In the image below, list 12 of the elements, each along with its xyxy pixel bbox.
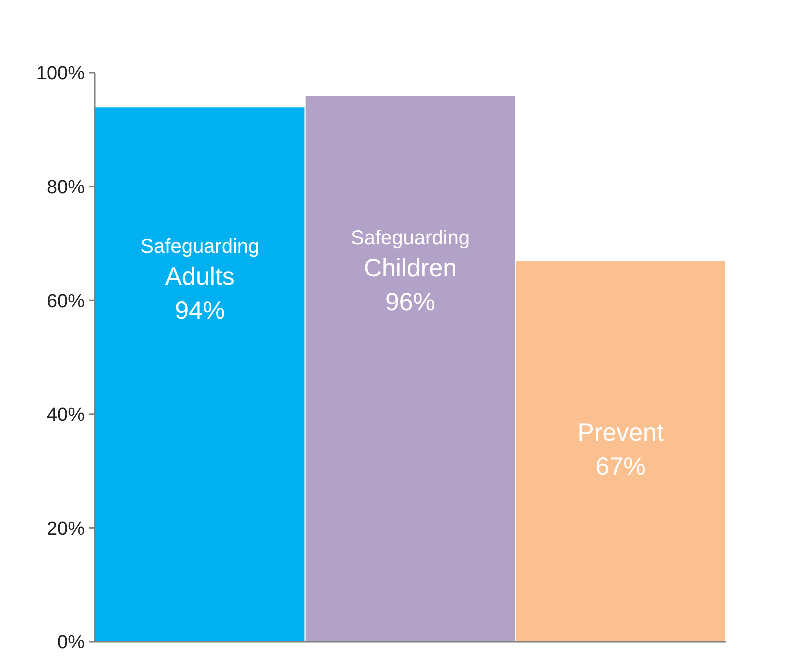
y-tick-label: 0% — [58, 632, 86, 654]
y-tick-label: 100% — [36, 64, 86, 85]
y-tick-label: 40% — [46, 405, 86, 426]
y-tick-label: 20% — [46, 518, 86, 540]
data-label: 96% — [385, 288, 436, 317]
x-tick-label: Safeguarding Children — [351, 228, 470, 283]
data-label: 94% — [175, 297, 226, 326]
y-tick-label: 80% — [46, 177, 86, 198]
y-tick-label: 60% — [46, 291, 86, 312]
data-label: 67% — [596, 452, 646, 481]
x-tick-label: Safeguarding Adults — [140, 236, 260, 292]
x-tick-label: Prevent — [578, 418, 664, 447]
